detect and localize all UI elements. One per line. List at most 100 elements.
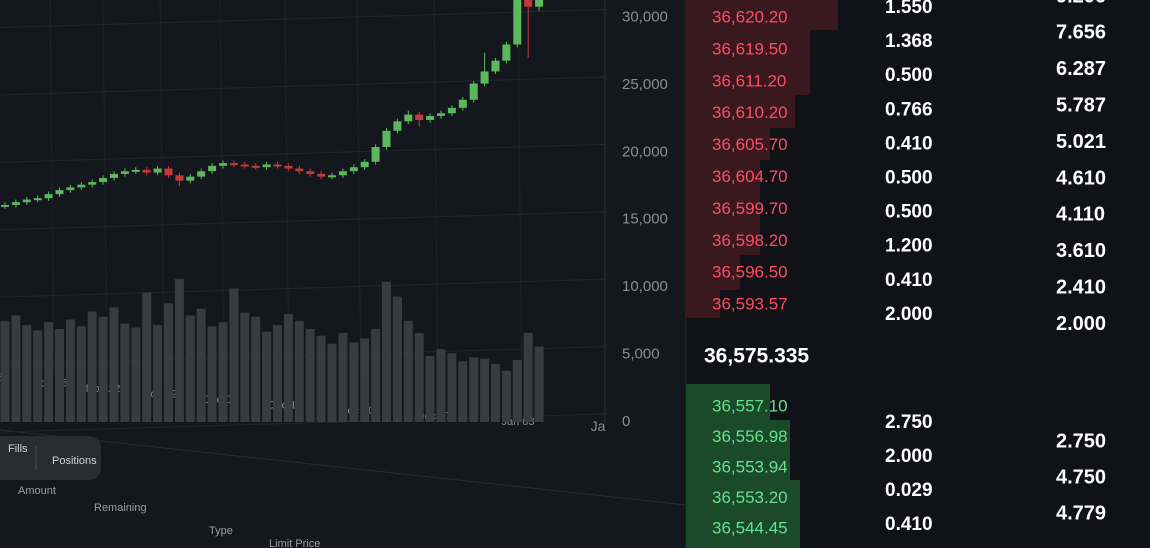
- volume-bar: [240, 312, 250, 422]
- volume-bar: [87, 311, 97, 422]
- candle-body: [44, 194, 53, 199]
- volume-bar: [360, 338, 370, 422]
- column-header: Type: [209, 525, 233, 537]
- ask-size: 0.410: [885, 133, 933, 154]
- volume-bar: [316, 335, 326, 422]
- ask-price: 36,599.70: [712, 199, 788, 218]
- bid-size: 2.750: [885, 412, 933, 433]
- volume-bar: [262, 331, 272, 422]
- volume-bar: [76, 326, 86, 422]
- candle-body: [437, 113, 445, 116]
- candle-body: [338, 171, 347, 176]
- candle-body: [404, 114, 413, 122]
- volume-bar: [338, 333, 348, 422]
- volume-bar: [382, 281, 391, 422]
- volume-bar: [196, 308, 206, 422]
- grid-line-v: [102, 0, 108, 380]
- candle-body: [120, 171, 129, 174]
- bid-price: 36,556.98: [712, 427, 788, 446]
- volume-bar: [109, 307, 119, 422]
- ask-depth: [686, 0, 838, 318]
- y-tick-label: 30,000: [622, 8, 668, 25]
- candle-body: [153, 168, 162, 173]
- grid-line-v: [517, 0, 523, 413]
- volume-bar: [120, 323, 130, 422]
- y-tick-label: 0: [622, 413, 630, 430]
- volume-bar: [349, 342, 359, 422]
- ask-total: 3.610: [1056, 240, 1106, 262]
- candle-body: [99, 177, 108, 183]
- bid-total: 2.750: [1056, 430, 1106, 452]
- volume-bar: [327, 343, 337, 422]
- volume-bar: [273, 324, 282, 422]
- ask-size: 2.000: [885, 304, 933, 325]
- candle-body: [393, 121, 402, 131]
- ask-total: 7.656: [1056, 22, 1106, 44]
- volume-bar: [458, 361, 468, 422]
- bid-size: 2.000: [885, 446, 933, 467]
- volume-bar: [229, 288, 239, 422]
- ask-price: 36,593.57: [712, 295, 788, 314]
- candle-body: [55, 190, 64, 195]
- ask-total: 9.206: [1056, 0, 1106, 7]
- volume-bar: [491, 364, 500, 422]
- grid-line: [0, 211, 606, 231]
- candle-body: [513, 0, 522, 45]
- column-header: Remaining: [94, 502, 147, 514]
- y-tick-label: 20,000: [622, 143, 668, 160]
- ask-price: 36,619.50: [712, 39, 788, 58]
- candle-body: [88, 182, 97, 185]
- candle-body: [458, 99, 467, 108]
- volume-bar: [33, 330, 43, 422]
- volume-bar: [534, 346, 544, 422]
- candle-body: [110, 173, 118, 178]
- volume-bar: [425, 355, 435, 422]
- ask-total: 2.000: [1056, 313, 1106, 335]
- candle-body: [22, 199, 31, 203]
- candle-body: [328, 175, 336, 178]
- volume-bar: [480, 358, 490, 422]
- volume-bar: [44, 322, 54, 422]
- candle-body: [349, 167, 358, 172]
- ask-price: 36,598.20: [712, 231, 788, 250]
- volume-bar: [512, 359, 522, 422]
- tab[interactable]: Fills: [8, 443, 28, 455]
- candle-body: [219, 163, 227, 166]
- volume-bar: [185, 315, 195, 422]
- ask-total: 5.787: [1056, 94, 1106, 116]
- candle-body: [415, 114, 424, 120]
- candle-body: [426, 115, 435, 120]
- chart-panel: [0, 0, 686, 548]
- candle-body: [360, 161, 369, 168]
- volume-bar: [501, 370, 511, 422]
- ask-size: 0.500: [885, 168, 933, 189]
- grid-line: [0, 278, 606, 298]
- volume-bar: [447, 353, 457, 422]
- candle-body: [164, 168, 173, 176]
- volume-bar: [392, 296, 402, 422]
- candle-body: [491, 60, 500, 72]
- candle-body: [77, 184, 86, 188]
- grid-line-v: [433, 0, 439, 407]
- ask-price: 36,620.20: [712, 7, 788, 26]
- mid-price: 36,575.335: [704, 345, 809, 368]
- volume-bar: [98, 316, 108, 422]
- tab[interactable]: Positions: [52, 455, 97, 467]
- volume-bar: [207, 326, 217, 422]
- volume-bar: [403, 320, 413, 422]
- volume-bar: [251, 316, 261, 422]
- candle-body: [186, 176, 195, 181]
- volume-bar: [11, 315, 21, 422]
- volume-bar: [283, 314, 293, 422]
- x-tick-label: Ja: [591, 418, 606, 434]
- volume-bar: [0, 320, 10, 422]
- bid-price: 36,544.45: [712, 518, 788, 537]
- ask-total: 4.110: [1056, 204, 1105, 226]
- ask-price: 36,611.20: [712, 71, 786, 90]
- candle-body: [306, 171, 315, 174]
- y-tick-label: 25,000: [622, 76, 668, 93]
- candle-body: [131, 169, 140, 172]
- grid-line-v: [356, 0, 362, 402]
